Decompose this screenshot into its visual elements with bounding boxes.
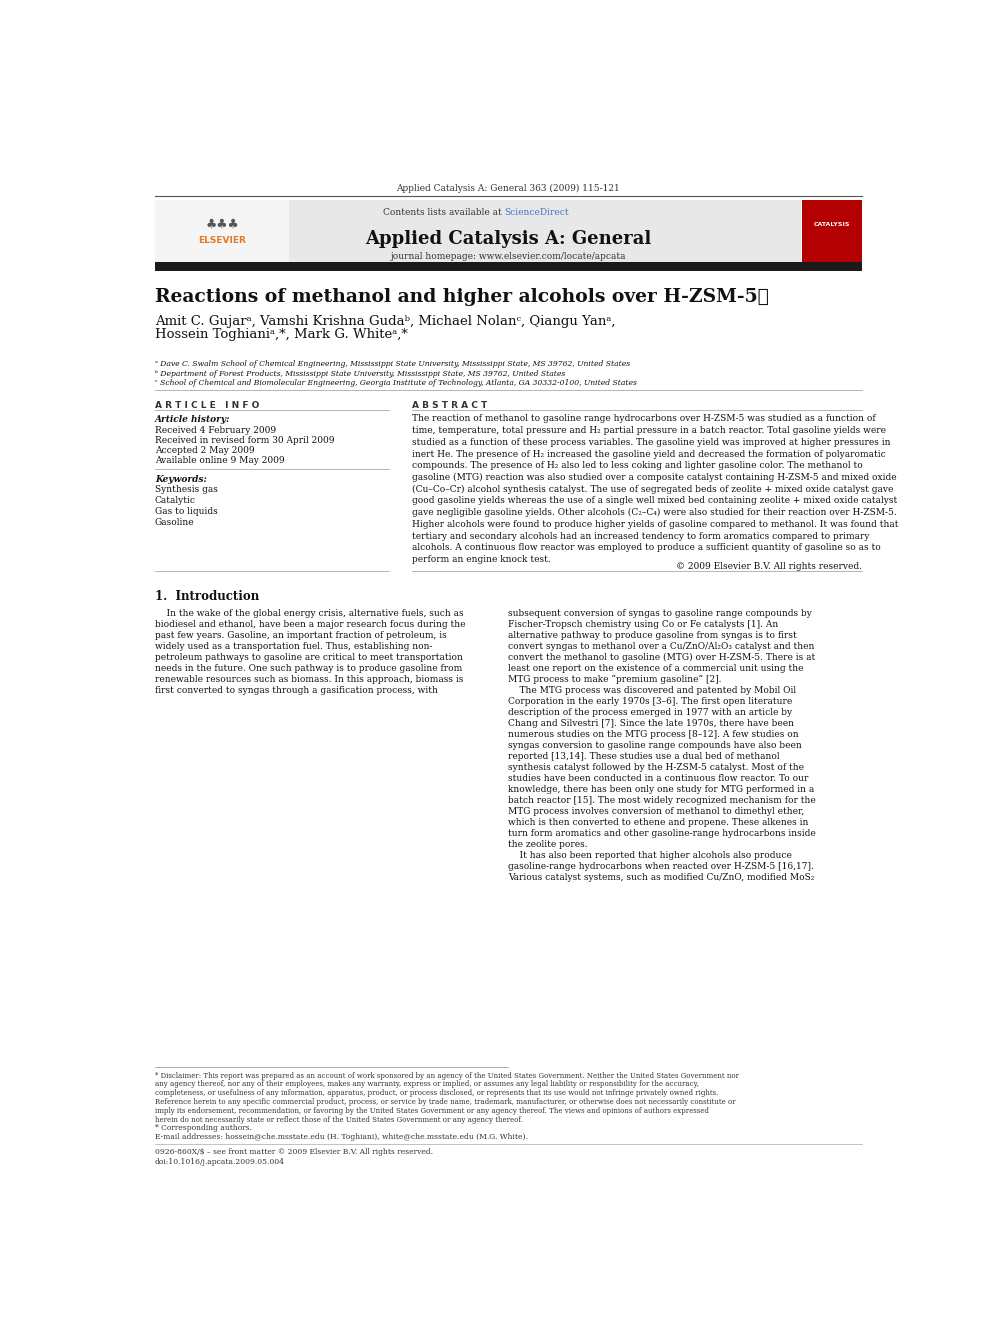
Text: tertiary and secondary alcohols had an increased tendency to form aromatics comp: tertiary and secondary alcohols had an i… — [413, 532, 870, 541]
Text: Applied Catalysis A: General: Applied Catalysis A: General — [365, 230, 652, 249]
Text: convert syngas to methanol over a Cu/ZnO/Al₂O₃ catalyst and then: convert syngas to methanol over a Cu/ZnO… — [509, 642, 814, 651]
Text: ♣♣♣: ♣♣♣ — [205, 217, 239, 230]
Text: renewable resources such as biomass. In this approach, biomass is: renewable resources such as biomass. In … — [155, 675, 463, 684]
Bar — [155, 200, 801, 263]
Text: completeness, or usefulness of any information, apparatus, product, or process d: completeness, or usefulness of any infor… — [155, 1089, 718, 1098]
Text: compounds. The presence of H₂ also led to less coking and lighter gasoline color: compounds. The presence of H₂ also led t… — [413, 462, 863, 470]
Text: first converted to syngas through a gasification process, with: first converted to syngas through a gasi… — [155, 687, 437, 695]
Text: A B S T R A C T: A B S T R A C T — [413, 401, 487, 410]
Text: MTG process involves conversion of methanol to dimethyl ether,: MTG process involves conversion of metha… — [509, 807, 805, 816]
Text: Catalytic: Catalytic — [155, 496, 195, 505]
Text: perform an engine knock test.: perform an engine knock test. — [413, 556, 551, 564]
Text: convert the methanol to gasoline (MTG) over H-ZSM-5. There is at: convert the methanol to gasoline (MTG) o… — [509, 654, 815, 663]
Text: alcohols. A continuous flow reactor was employed to produce a sufficient quantit: alcohols. A continuous flow reactor was … — [413, 544, 881, 552]
Text: © 2009 Elsevier B.V. All rights reserved.: © 2009 Elsevier B.V. All rights reserved… — [677, 562, 862, 572]
Text: 1.  Introduction: 1. Introduction — [155, 590, 259, 603]
Text: It has also been reported that higher alcohols also produce: It has also been reported that higher al… — [509, 851, 793, 860]
Text: Accepted 2 May 2009: Accepted 2 May 2009 — [155, 446, 254, 455]
Bar — [155, 262, 862, 271]
Text: Fischer-Tropsch chemistry using Co or Fe catalysts [1]. An: Fischer-Tropsch chemistry using Co or Fe… — [509, 620, 779, 628]
Text: description of the process emerged in 1977 with an article by: description of the process emerged in 19… — [509, 708, 793, 717]
Text: synthesis catalyst followed by the H-ZSM-5 catalyst. Most of the: synthesis catalyst followed by the H-ZSM… — [509, 763, 805, 773]
Text: batch reactor [15]. The most widely recognized mechanism for the: batch reactor [15]. The most widely reco… — [509, 796, 816, 806]
Text: journal homepage: www.elsevier.com/locate/apcata: journal homepage: www.elsevier.com/locat… — [391, 253, 626, 262]
Bar — [155, 200, 290, 263]
Text: Gasoline: Gasoline — [155, 519, 194, 528]
Text: Various catalyst systems, such as modified Cu/ZnO, modified MoS₂: Various catalyst systems, such as modifi… — [509, 873, 814, 882]
Text: The reaction of methanol to gasoline range hydrocarbons over H-ZSM-5 was studied: The reaction of methanol to gasoline ran… — [413, 414, 876, 423]
Text: ᵃ Dave C. Swalm School of Chemical Engineering, Mississippi State University, Mi: ᵃ Dave C. Swalm School of Chemical Engin… — [155, 360, 630, 369]
Text: biodiesel and ethanol, have been a major research focus during the: biodiesel and ethanol, have been a major… — [155, 620, 465, 628]
Text: knowledge, there has been only one study for MTG performed in a: knowledge, there has been only one study… — [509, 785, 814, 794]
Text: gasoline-range hydrocarbons when reacted over H-ZSM-5 [16,17].: gasoline-range hydrocarbons when reacted… — [509, 863, 814, 871]
Text: ELSEVIER: ELSEVIER — [198, 235, 246, 245]
Text: Amit C. Gujarᵃ, Vamshi Krishna Gudaᵇ, Michael Nolanᶜ, Qiangu Yanᵃ,: Amit C. Gujarᵃ, Vamshi Krishna Gudaᵇ, Mi… — [155, 315, 615, 328]
Text: widely used as a transportation fuel. Thus, establishing non-: widely used as a transportation fuel. Th… — [155, 642, 433, 651]
Text: imply its endorsement, recommendation, or favoring by the United States Governme: imply its endorsement, recommendation, o… — [155, 1107, 708, 1115]
Text: Available online 9 May 2009: Available online 9 May 2009 — [155, 456, 285, 466]
Text: Synthesis gas: Synthesis gas — [155, 484, 217, 493]
Text: Keywords:: Keywords: — [155, 475, 206, 484]
Text: Higher alcohols were found to produce higher yields of gasoline compared to meth: Higher alcohols were found to produce hi… — [413, 520, 899, 529]
Text: doi:10.1016/j.apcata.2009.05.004: doi:10.1016/j.apcata.2009.05.004 — [155, 1158, 285, 1166]
Text: Applied Catalysis A: General 363 (2009) 115-121: Applied Catalysis A: General 363 (2009) … — [397, 184, 620, 193]
Text: ᶜ School of Chemical and Biomolecular Engineering, Georgia Institute of Technolo: ᶜ School of Chemical and Biomolecular En… — [155, 378, 637, 386]
Text: Article history:: Article history: — [155, 415, 230, 425]
Text: studies have been conducted in a continuous flow reactor. To our: studies have been conducted in a continu… — [509, 774, 808, 783]
Text: good gasoline yields whereas the use of a single well mixed bed containing zeoli: good gasoline yields whereas the use of … — [413, 496, 898, 505]
Text: studied as a function of these process variables. The gasoline yield was improve: studied as a function of these process v… — [413, 438, 891, 447]
Text: alternative pathway to produce gasoline from syngas is to first: alternative pathway to produce gasoline … — [509, 631, 798, 640]
Text: Corporation in the early 1970s [3–6]. The first open literature: Corporation in the early 1970s [3–6]. Th… — [509, 697, 793, 706]
Text: Gas to liquids: Gas to liquids — [155, 507, 217, 516]
Text: * Corresponding authors.: * Corresponding authors. — [155, 1125, 252, 1132]
Text: A R T I C L E   I N F O: A R T I C L E I N F O — [155, 401, 259, 410]
Text: Reference herein to any specific commercial product, process, or service by trad: Reference herein to any specific commerc… — [155, 1098, 735, 1106]
Text: past few years. Gasoline, an important fraction of petroleum, is: past few years. Gasoline, an important f… — [155, 631, 446, 640]
Text: * Disclaimer: This report was prepared as an account of work sponsored by an age: * Disclaimer: This report was prepared a… — [155, 1072, 739, 1080]
Bar — [803, 200, 862, 263]
Text: In the wake of the global energy crisis, alternative fuels, such as: In the wake of the global energy crisis,… — [155, 609, 463, 618]
Text: ᵇ Department of Forest Products, Mississippi State University, Mississippi State: ᵇ Department of Forest Products, Mississ… — [155, 369, 565, 377]
Text: syngas conversion to gasoline range compounds have also been: syngas conversion to gasoline range comp… — [509, 741, 803, 750]
Text: ScienceDirect: ScienceDirect — [505, 208, 569, 217]
Text: inert He. The presence of H₂ increased the gasoline yield and decreased the form: inert He. The presence of H₂ increased t… — [413, 450, 886, 459]
Text: The MTG process was discovered and patented by Mobil Oil: The MTG process was discovered and paten… — [509, 687, 797, 695]
Text: turn form aromatics and other gasoline-range hydrocarbons inside: turn form aromatics and other gasoline-r… — [509, 830, 816, 837]
Text: Reactions of methanol and higher alcohols over H-ZSM-5★: Reactions of methanol and higher alcohol… — [155, 288, 769, 306]
Text: subsequent conversion of syngas to gasoline range compounds by: subsequent conversion of syngas to gasol… — [509, 609, 812, 618]
Text: Contents lists available at: Contents lists available at — [383, 208, 505, 217]
Text: CATALYSIS: CATALYSIS — [813, 222, 850, 228]
Text: E-mail addresses: hossein@che.msstate.edu (H. Toghiani), white@che.msstate.edu (: E-mail addresses: hossein@che.msstate.ed… — [155, 1132, 528, 1140]
Text: any agency thereof, nor any of their employees, makes any warranty, express or i: any agency thereof, nor any of their emp… — [155, 1081, 698, 1089]
Text: time, temperature, total pressure and H₂ partial pressure in a batch reactor. To: time, temperature, total pressure and H₂… — [413, 426, 886, 435]
Text: reported [13,14]. These studies use a dual bed of methanol: reported [13,14]. These studies use a du… — [509, 751, 780, 761]
Text: which is then converted to ethene and propene. These alkenes in: which is then converted to ethene and pr… — [509, 818, 808, 827]
Text: Received in revised form 30 April 2009: Received in revised form 30 April 2009 — [155, 435, 334, 445]
Text: Hossein Toghianiᵃ,*, Mark G. Whiteᵃ,*: Hossein Toghianiᵃ,*, Mark G. Whiteᵃ,* — [155, 328, 408, 341]
Text: the zeolite pores.: the zeolite pores. — [509, 840, 588, 849]
Text: (Cu–Co–Cr) alcohol synthesis catalyst. The use of segregated beds of zeolite + m: (Cu–Co–Cr) alcohol synthesis catalyst. T… — [413, 484, 894, 493]
Text: least one report on the existence of a commercial unit using the: least one report on the existence of a c… — [509, 664, 804, 673]
Text: needs in the future. One such pathway is to produce gasoline from: needs in the future. One such pathway is… — [155, 664, 462, 673]
Text: gasoline (MTG) reaction was also studied over a composite catalyst containing H-: gasoline (MTG) reaction was also studied… — [413, 474, 897, 482]
Text: 0926-860X/$ – see front matter © 2009 Elsevier B.V. All rights reserved.: 0926-860X/$ – see front matter © 2009 El… — [155, 1148, 433, 1156]
Text: gave negligible gasoline yields. Other alcohols (C₂–C₄) were also studied for th: gave negligible gasoline yields. Other a… — [413, 508, 897, 517]
Text: MTG process to make “premium gasoline” [2].: MTG process to make “premium gasoline” [… — [509, 675, 722, 684]
Text: petroleum pathways to gasoline are critical to meet transportation: petroleum pathways to gasoline are criti… — [155, 654, 462, 662]
Text: numerous studies on the MTG process [8–12]. A few studies on: numerous studies on the MTG process [8–1… — [509, 730, 799, 740]
Text: Chang and Silvestri [7]. Since the late 1970s, there have been: Chang and Silvestri [7]. Since the late … — [509, 718, 795, 728]
Text: herein do not necessarily state or reflect those of the United States Government: herein do not necessarily state or refle… — [155, 1117, 523, 1125]
Text: Received 4 February 2009: Received 4 February 2009 — [155, 426, 276, 435]
